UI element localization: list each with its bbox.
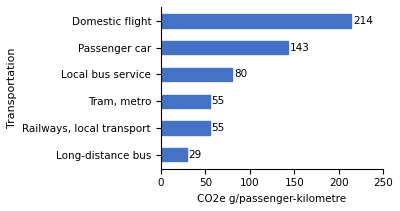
Text: 29: 29 bbox=[188, 150, 202, 160]
Text: 143: 143 bbox=[290, 43, 310, 53]
Text: 55: 55 bbox=[212, 123, 225, 133]
Text: 55: 55 bbox=[212, 96, 225, 106]
Bar bbox=[161, 95, 210, 108]
Bar bbox=[161, 148, 187, 161]
Text: 80: 80 bbox=[234, 69, 247, 80]
Bar bbox=[161, 41, 288, 54]
X-axis label: CO2e g/passenger-kilometre: CO2e g/passenger-kilometre bbox=[198, 194, 346, 204]
Bar bbox=[161, 14, 351, 28]
Bar bbox=[161, 121, 210, 135]
Y-axis label: Transportation: Transportation bbox=[7, 48, 17, 128]
Text: 214: 214 bbox=[353, 16, 373, 26]
Bar bbox=[161, 68, 232, 81]
